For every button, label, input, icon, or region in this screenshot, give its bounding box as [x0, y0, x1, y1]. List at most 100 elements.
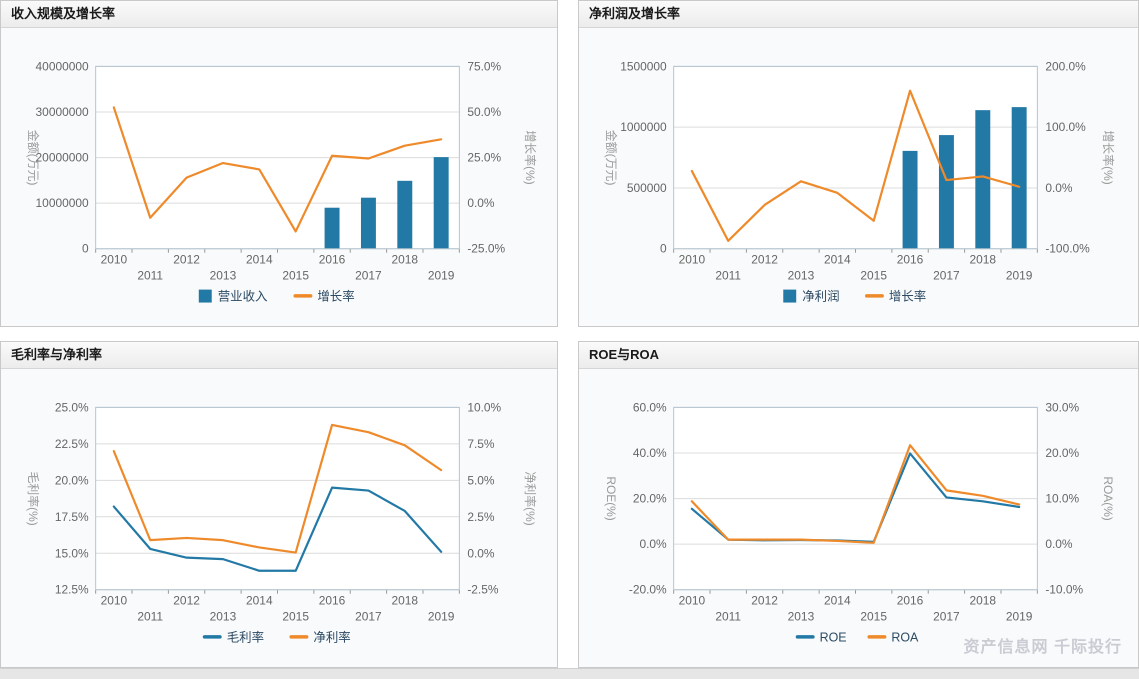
left-axis-title: ROE(%)	[604, 476, 618, 520]
x-axis-tick-label: 2019	[428, 610, 455, 624]
x-axis-tick-label: 2015	[860, 610, 887, 624]
panel-header: 收入规模及增长率	[1, 1, 557, 28]
right-axis-tick-label: 75.0%	[467, 59, 501, 73]
x-axis-tick-label: 2016	[319, 594, 346, 608]
legend-item-净利率[interactable]: 净利率	[289, 630, 351, 645]
bar	[324, 207, 340, 249]
line-series	[690, 89, 1021, 242]
legend-label: 净利润	[802, 290, 839, 304]
bar	[1011, 107, 1027, 249]
x-axis-tick-label: 2014	[824, 594, 851, 608]
right-axis-tick-label: 0.0%	[1045, 537, 1073, 551]
bar	[975, 110, 991, 249]
left-axis-tick-label: -20.0%	[629, 583, 667, 597]
panel-body: 0 10000000 20000000 30000000 40000000 -25.0% 0…	[1, 28, 557, 326]
panel-body: 12.5% 15.0% 17.5% 20.0% 22.5% 25.0% -2.5% 0.0% 2…	[1, 369, 557, 667]
x-axis-tick-label: 2012	[751, 253, 778, 267]
x-axis-tick-label: 2012	[173, 253, 200, 267]
gridlines	[95, 65, 460, 250]
margins-chart: 12.5% 15.0% 17.5% 20.0% 22.5% 25.0% -2.5% 0.0% 2…	[26, 400, 538, 645]
left-axis-tick-label: 500000	[627, 181, 667, 195]
right-axis-tick-label: -2.5%	[467, 583, 499, 597]
left-axis-tick-label: 22.5%	[55, 437, 89, 451]
x-axis-tick-label: 2017	[355, 269, 382, 283]
gridlines	[673, 406, 1038, 591]
x-axis-tick-label: 2013	[788, 610, 815, 624]
x-axis-tick-label: 2010	[101, 594, 128, 608]
left-axis-tick-label: 20.0%	[55, 473, 89, 487]
right-axis-tick-label: 0.0%	[467, 546, 495, 560]
panel-header: ROE与ROA	[579, 342, 1138, 369]
right-axis-title: ROA(%)	[1101, 476, 1115, 520]
left-axis-tick-label: 25.0%	[55, 400, 89, 414]
x-axis-tick-label: 2018	[392, 253, 419, 267]
legend-item-增长率[interactable]: 增长率	[864, 289, 926, 304]
x-axis-tick-label: 2011	[137, 610, 163, 624]
left-axis-tick-label: 30000000	[36, 105, 89, 119]
x-axis-tick-label: 2013	[210, 269, 237, 283]
left-axis-tick-label: 10000000	[36, 196, 89, 210]
x-axis-tick-label: 2017	[355, 610, 382, 624]
left-axis-tick-label: 0	[82, 242, 89, 256]
x-axis-tick-label: 2017	[933, 610, 960, 624]
right-axis-title: 增长率(%)	[1101, 130, 1116, 184]
x-axis-tick-label: 2019	[428, 269, 455, 283]
right-axis-tick-label: 0.0%	[467, 196, 495, 210]
legend-item-毛利率[interactable]: 毛利率	[202, 630, 264, 645]
right-axis-title: 增长率(%)	[523, 130, 538, 184]
right-axis-tick-label: 200.0%	[1045, 59, 1086, 73]
panel-body: -20.0% 0.0% 20.0% 40.0% 60.0% -10.0% 0.0% 10.0%…	[579, 369, 1138, 667]
right-axis-tick-label: -10.0%	[1045, 583, 1083, 597]
legend-bar-swatch	[198, 289, 212, 303]
x-axis-tick-label: 2016	[897, 253, 924, 267]
legend-item-营业收入[interactable]: 营业收入	[198, 289, 268, 304]
x-axis-tick-label: 2012	[751, 594, 778, 608]
panel-netprofit-growth: 净利润及增长率 0 500000 1000000 1500000 -100.0% 0.0%…	[578, 0, 1139, 327]
legend-item-净利润[interactable]: 净利润	[783, 290, 840, 304]
gridlines	[95, 406, 460, 591]
left-axis-tick-label: 12.5%	[55, 583, 89, 597]
legend-line-swatch	[864, 294, 884, 298]
legend-label: ROE	[820, 631, 847, 645]
right-axis-tick-label: 10.0%	[1045, 492, 1079, 506]
bar	[433, 157, 449, 249]
legend-line-swatch	[795, 635, 815, 639]
x-axis-tick-label: 2019	[1006, 269, 1033, 283]
x-axis-tick-label: 2015	[282, 610, 309, 624]
legend-line-swatch	[293, 294, 313, 298]
left-axis-tick-label: 0	[660, 242, 667, 256]
left-axis-tick-label: 20000000	[36, 151, 89, 165]
left-axis-tick-label: 60.0%	[633, 400, 667, 414]
right-axis-tick-label: 5.0%	[467, 473, 495, 487]
left-axis-tick-label: 17.5%	[55, 510, 89, 524]
left-axis-title: 金额(万元)	[604, 130, 619, 186]
legend-item-ROE[interactable]: ROE	[795, 631, 847, 645]
panel-header: 净利润及增长率	[579, 1, 1138, 28]
panel-roe-roa: ROE与ROA -20.0% 0.0% 20.0% 40.0% 60.0% -10.0% 0…	[578, 341, 1139, 668]
left-axis-tick-label: 20.0%	[633, 492, 667, 506]
panel-revenue-growth: 收入规模及增长率 0 10000000 20000000 30000000 400000…	[0, 0, 558, 327]
legend-item-ROA[interactable]: ROA	[867, 631, 919, 645]
legend-label: 净利率	[313, 630, 350, 645]
line-series	[112, 423, 443, 554]
left-axis-tick-label: 40000000	[36, 59, 89, 73]
panel-header: 毛利率与净利率	[1, 342, 557, 369]
right-axis-title: 净利率(%)	[523, 471, 538, 525]
legend-line-swatch	[202, 635, 222, 639]
x-axis-tick-label: 2011	[715, 610, 741, 624]
left-axis-tick-label: 40.0%	[633, 446, 667, 460]
page-footer-strip	[0, 668, 1139, 679]
bar-series	[902, 107, 1027, 249]
legend-item-增长率[interactable]: 增长率	[293, 289, 355, 304]
panel-margins: 毛利率与净利率 12.5% 15.0% 17.5% 20.0% 22.5% 25.0% -2…	[0, 341, 558, 668]
legend-line-swatch	[867, 635, 887, 639]
x-axis-tick-label: 2012	[173, 594, 200, 608]
bar	[397, 180, 413, 249]
legend-label: ROA	[891, 631, 919, 645]
x-axis-tick-label: 2016	[319, 253, 346, 267]
x-axis-tick-label: 2011	[137, 269, 163, 283]
right-axis-tick-label: 50.0%	[467, 105, 501, 119]
legend-label: 营业收入	[218, 290, 268, 304]
left-axis-tick-label: 1500000	[620, 59, 667, 73]
